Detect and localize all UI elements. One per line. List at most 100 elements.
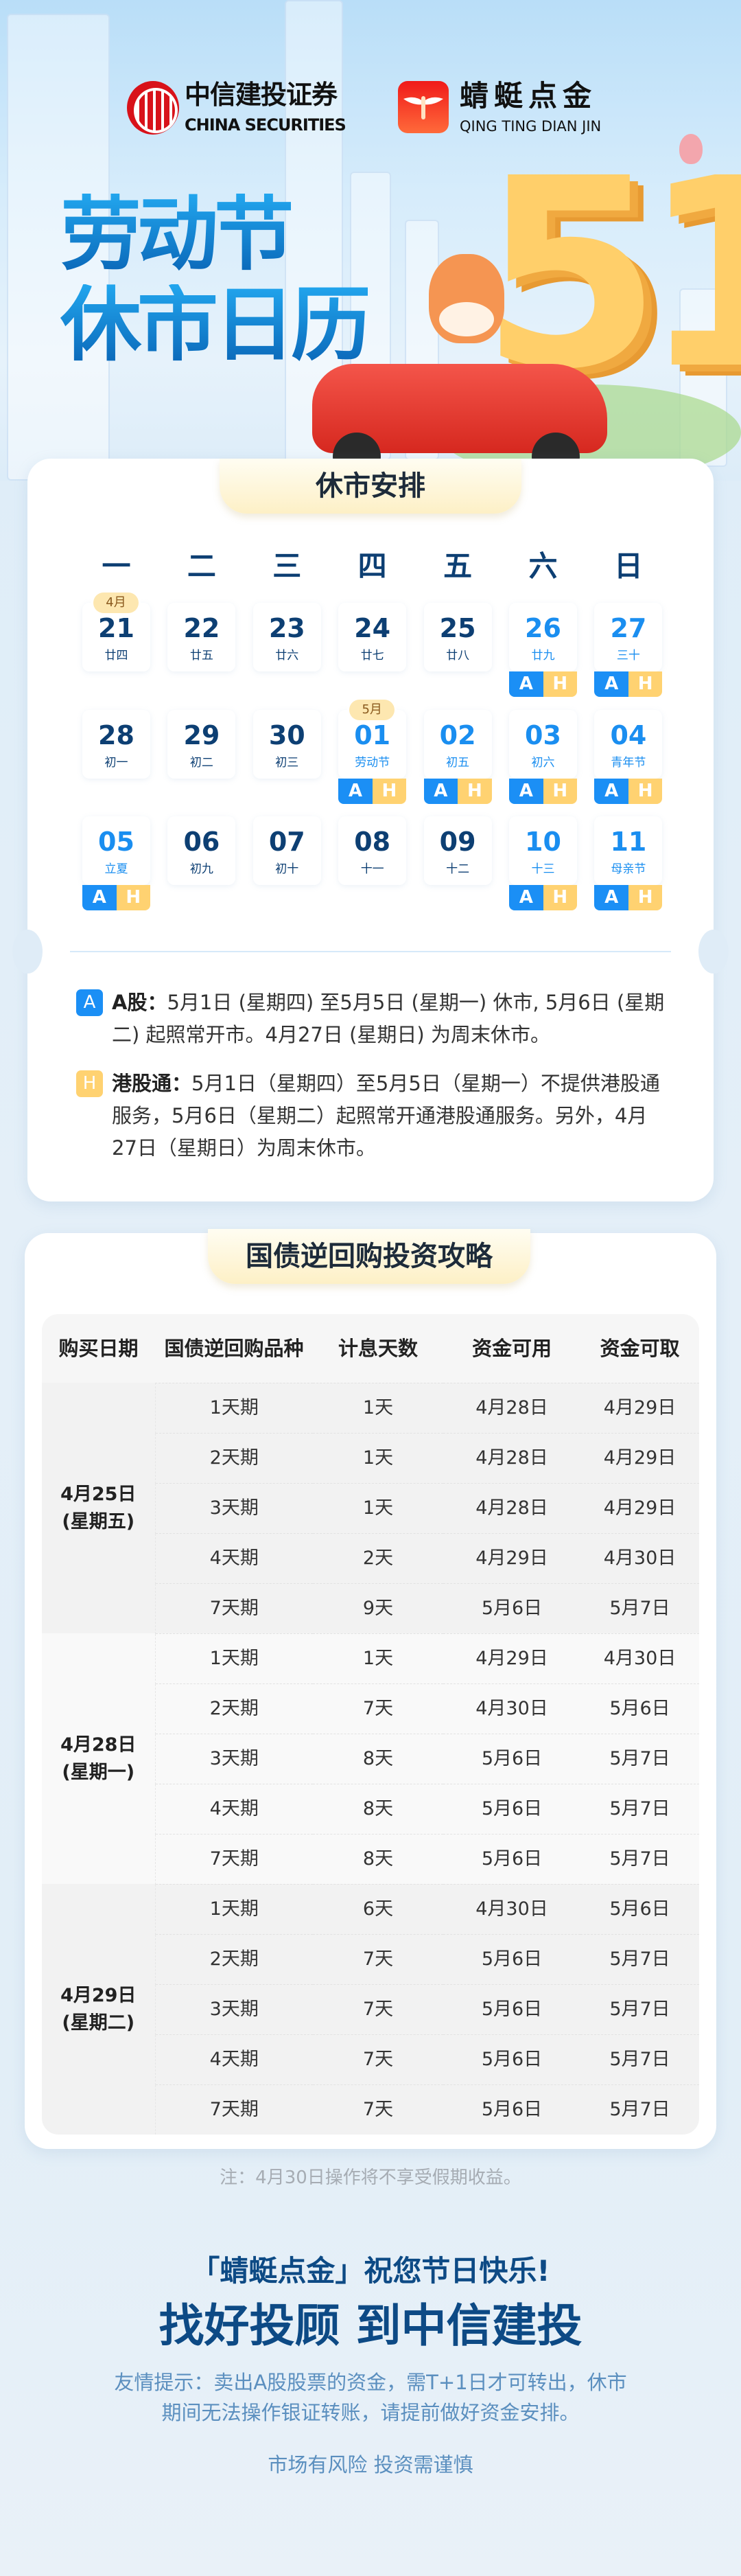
day-number: 24 [354, 613, 391, 643]
calendar-day[interactable]: 22 廿五 [167, 603, 236, 671]
hk-connect-badge-icon: H [76, 1070, 103, 1097]
tip-line-1: 友情提示：卖出A股股票的资金，需T+1日才可转出，休市 [114, 2371, 627, 2394]
table-cell: 4月30日 [580, 1532, 699, 1583]
table-cell: 3天期 [154, 1733, 313, 1784]
calendar-day[interactable]: 21 廿四 [82, 603, 150, 671]
calendar-day[interactable]: 27 三十 [594, 603, 663, 671]
table-row: 4月28日 (星期一) 1天期 1天 4月29日 4月30日 [42, 1633, 699, 1884]
table-cell: 9天 [313, 1583, 443, 1633]
table-cell: 4月30日 [443, 1883, 580, 1934]
a-share-closed-tag: A [82, 885, 117, 910]
day-number: 07 [268, 827, 305, 857]
day-number: 06 [183, 827, 220, 857]
calendar-day[interactable]: 26 廿九 [509, 603, 577, 671]
table-cell: 5月6日 [443, 2034, 580, 2084]
hk-connect-closed-tag: H [543, 779, 577, 804]
calendar-day[interactable]: 23 廿六 [252, 603, 321, 671]
table-cell: 7天 [313, 1933, 443, 1984]
calendar-day[interactable]: 08 十一 [338, 816, 407, 885]
lunar-date: 十二 [446, 862, 470, 876]
calendar-day[interactable]: 06 初九 [167, 816, 236, 885]
purchase-date: 4月28日 [60, 1734, 137, 1756]
lunar-date: 青年节 [611, 756, 646, 770]
table-cell: 1天 [313, 1482, 443, 1533]
table-cell: 7天期 [154, 1583, 313, 1633]
purchase-weekday: (星期一) [62, 1761, 135, 1783]
table-cell: 1天期 [154, 1633, 313, 1683]
calendar-day[interactable]: 07 初十 [252, 816, 321, 885]
table-cell: 2天期 [154, 1933, 313, 1984]
day-number: 02 [439, 720, 476, 750]
table-cell: 5月7日 [580, 1833, 699, 1884]
calendar-day[interactable]: 05 立夏 [82, 816, 150, 885]
hk-connect-closed-tag: H [628, 885, 663, 910]
table-row: 4天期 8天 5月6日 5月7日 [42, 1783, 699, 1834]
a-share-closed-tag: A [338, 779, 373, 804]
calendar-day[interactable]: 30 初三 [252, 710, 321, 779]
calendar-day[interactable]: 01 劳动节 [338, 710, 407, 779]
calendar-day[interactable]: 02 初五 [423, 710, 492, 779]
calendar-day[interactable]: 09 十二 [423, 816, 492, 885]
table-header-row: 购买日期 国债逆回购品种 计息天数 资金可用 资金可取 [42, 1314, 699, 1383]
hero-51-graphic: 51 [480, 122, 741, 426]
hk-connect-closed-tag: H [458, 779, 492, 804]
calendar-day[interactable]: 04 青年节 [594, 710, 663, 779]
table-cell: 5月7日 [580, 1983, 699, 2034]
table-cell: 5月6日 [443, 1733, 580, 1784]
table-cell: 5月7日 [580, 2084, 699, 2135]
table-cell: 7天期 [154, 1833, 313, 1884]
table-row: 4月29日 (星期二) 1天期 6天 4月30日 5月6日 [42, 1883, 699, 2135]
table-cell: 8天 [313, 1733, 443, 1784]
month-badge: 5月 [349, 700, 395, 720]
hk-connect-closed-tag: H [543, 671, 577, 697]
calendar-day[interactable]: 25 廿八 [423, 603, 492, 671]
day-number: 21 [98, 613, 134, 643]
purchase-date-cell: 4月28日 (星期一) [42, 1633, 155, 1884]
a-share-closed-tag: A [594, 779, 628, 804]
lunar-date: 廿六 [275, 649, 299, 663]
weekday-header: 三 [272, 549, 302, 583]
table-cell: 1天期 [154, 1883, 313, 1934]
purchase-date-cell: 4月25日 (星期五) [42, 1383, 155, 1633]
day-number: 28 [98, 720, 134, 750]
table-cell: 2天期 [154, 1683, 313, 1734]
calendar-day[interactable]: 24 廿七 [338, 603, 407, 671]
table-cell: 4月28日 [443, 1382, 580, 1433]
hero-banner: 中信建投证券 CHINA SECURITIES 蜻蜓点金 QING TING D… [0, 0, 741, 481]
table-cell: 4天期 [154, 1532, 313, 1583]
table-cell: 4天期 [154, 1783, 313, 1834]
calendar-day[interactable]: 10 十三 [509, 816, 577, 885]
table-cell: 4天期 [154, 2034, 313, 2084]
purchase-date: 4月25日 [60, 1483, 137, 1505]
lunar-date: 三十 [616, 649, 640, 663]
day-number: 23 [268, 613, 305, 643]
table-row: 2天期 7天 4月30日 5月6日 [42, 1683, 699, 1734]
card-notch [698, 930, 729, 974]
table-cell: 3天期 [154, 1983, 313, 2034]
table-cell: 6天 [313, 1883, 443, 1934]
card-notch [12, 930, 43, 974]
calendar-day[interactable]: 03 初六 [509, 710, 577, 779]
column-header: 国债逆回购品种 [155, 1314, 313, 1383]
purchase-weekday: (星期五) [62, 1510, 135, 1532]
calendar-day[interactable]: 11 母亲节 [594, 816, 663, 885]
weekday-header: 五 [443, 549, 473, 583]
hk-connect-closed-tag: H [372, 779, 407, 804]
table-row: 7天期 8天 5月6日 5月7日 [42, 1833, 699, 1884]
table-cell: 8天 [313, 1833, 443, 1884]
day-number: 10 [525, 827, 561, 857]
lunar-date: 劳动节 [355, 756, 390, 770]
table-cell: 2天 [313, 1532, 443, 1583]
table-row: 4月25日 (星期五) 1天期 1天 4月28日 4月29日 [42, 1382, 699, 1633]
a-share-closed-tag: A [594, 885, 628, 910]
lunar-date: 廿四 [104, 649, 128, 663]
table-cell: 7天 [313, 1683, 443, 1734]
table-cell: 5月7日 [580, 2034, 699, 2084]
lunar-date: 初五 [446, 756, 470, 770]
lunar-date: 初一 [104, 756, 128, 770]
calendar-day[interactable]: 28 初一 [82, 710, 150, 779]
day-number: 01 [354, 720, 391, 750]
calendar-day[interactable]: 29 初二 [167, 710, 236, 779]
